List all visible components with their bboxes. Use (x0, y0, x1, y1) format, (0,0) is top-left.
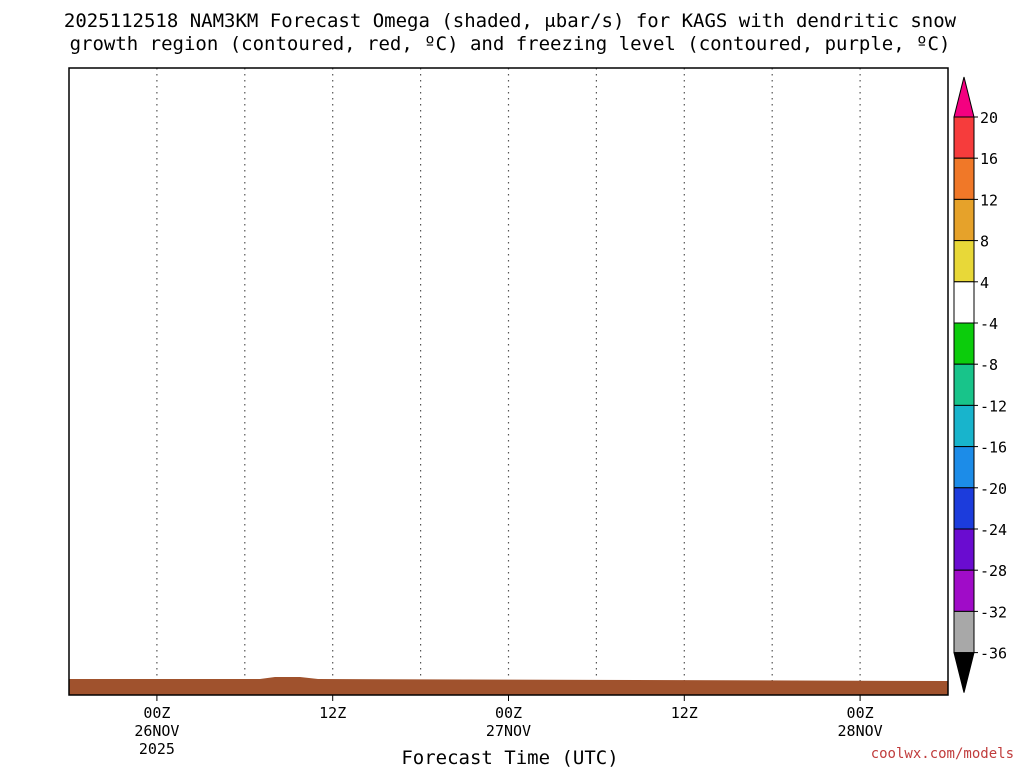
colorbar-label: -28 (980, 562, 1007, 580)
gridlines (156, 68, 861, 695)
colorbar-swatch (953, 116, 975, 159)
colorbar-swatch (953, 610, 975, 654)
colorbar-label: -16 (980, 439, 1007, 457)
colorbar-label: 4 (980, 274, 989, 292)
x-tick-label: 27NOV (486, 722, 531, 740)
colorbar-swatch (953, 363, 975, 406)
colorbar-swatch (953, 157, 975, 200)
colorbar-swatch (953, 528, 975, 571)
x-tick-label: 00Z (143, 704, 170, 722)
x-axis-label: Forecast Time (UTC) (401, 747, 618, 768)
colorbar-label: -32 (980, 603, 1007, 621)
colorbar-label: -4 (980, 315, 998, 333)
colorbar-label: -20 (980, 480, 1007, 498)
x-tick-label: 28NOV (838, 722, 883, 740)
x-tick-label: 00Z (495, 704, 522, 722)
colorbar-swatch (953, 240, 975, 283)
colorbar-swatch (953, 404, 975, 448)
colorbar-label: -24 (980, 521, 1007, 539)
colorbar: 20 16 12 8 4 -4 -8 -12 -16 -20 -24 -28 -32 -36 (953, 76, 1007, 693)
x-tick-label: 26NOV (134, 722, 179, 740)
chart-title-line-1: 2025112518 NAM3KM Forecast Omega (shaded… (64, 10, 957, 32)
colorbar-label: -36 (980, 645, 1007, 663)
x-tick-label: 2025 (139, 740, 175, 758)
colorbar-swatch (953, 487, 975, 530)
colorbar-swatch (953, 198, 975, 242)
colorbar-label: 12 (980, 191, 998, 209)
x-tick-label: 12Z (319, 704, 346, 722)
plot-area: -18-18-18-12-12-1200 (68, 67, 949, 696)
colorbar-label: 16 (980, 150, 998, 168)
colorbar-label: 8 (980, 233, 989, 251)
colorbar-label: -12 (980, 397, 1007, 415)
colorbar-swatch (953, 569, 975, 612)
colorbar-arrow-bottom (953, 652, 975, 693)
colorbar-swatch (953, 281, 975, 324)
colorbar-label: 20 (980, 109, 998, 127)
credit-label: coolwx.com/models (871, 746, 1014, 762)
chart-title-line-2: growth region (contoured, red, ºC) and f… (70, 33, 951, 55)
x-tick-label: 12Z (671, 704, 698, 722)
x-tick-label: 00Z (847, 704, 874, 722)
colorbar-arrow-top (953, 76, 975, 118)
colorbar-swatch (953, 322, 975, 365)
terrain-surface (69, 677, 948, 695)
colorbar-swatch (953, 446, 975, 489)
colorbar-label: -8 (980, 356, 998, 374)
